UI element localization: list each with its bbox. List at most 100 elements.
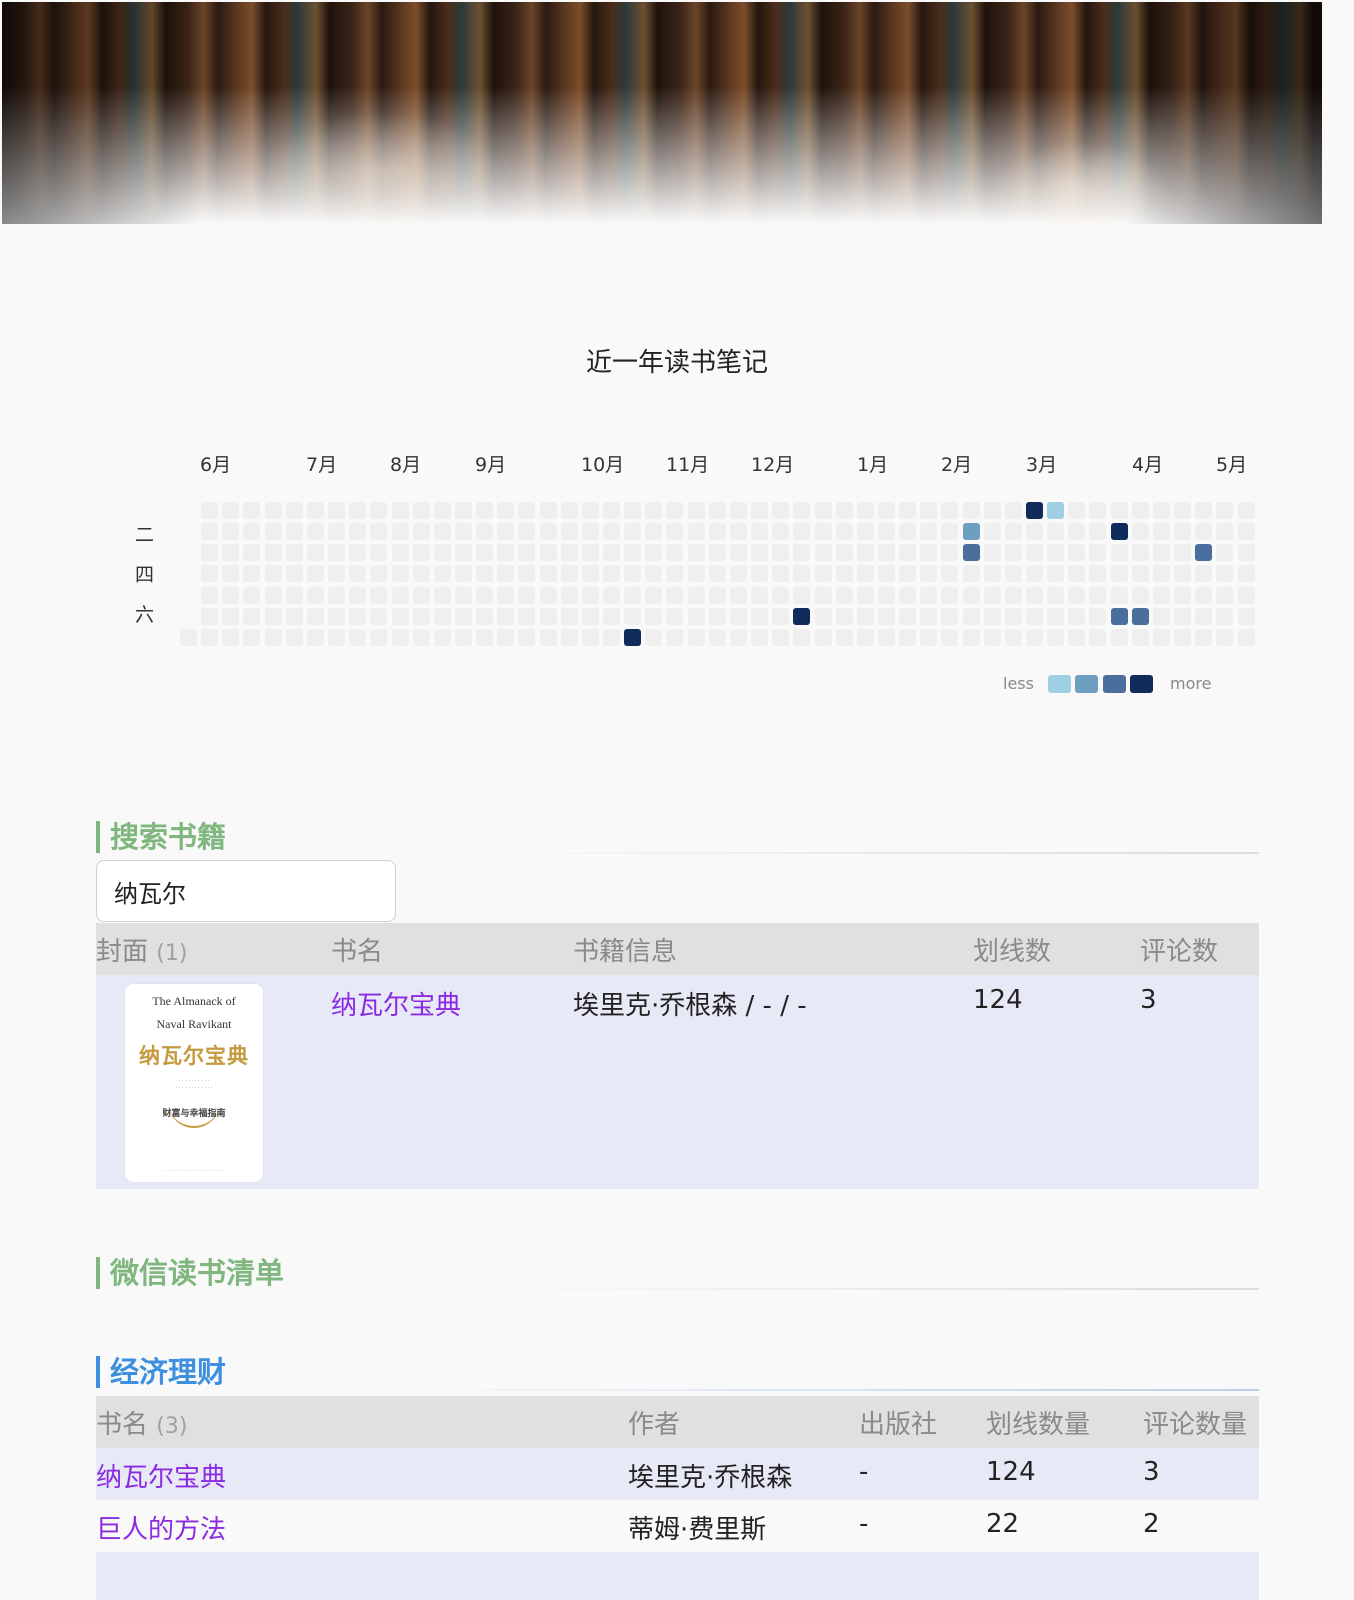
heatmap-cell [328,502,345,519]
heatmap-cell [666,544,683,561]
heatmap-cell [1068,544,1085,561]
heatmap-cell [666,587,683,604]
heatmap-cell [793,565,810,582]
heatmap-cell [624,587,641,604]
heatmap-cell [476,565,493,582]
book-publisher: - [859,1457,869,1487]
heatmap-cell [349,587,366,604]
heatmap-cell [963,629,980,646]
heatmap-cell [857,629,874,646]
cover-small-print: · · · · · · · · · · · · · · · · · · · · ·… [175,1078,213,1091]
heatmap-cell [582,523,599,540]
heatmap-cell [941,544,958,561]
heatmap-cell-active [963,544,980,561]
heatmap-cell [878,523,895,540]
month-label: 8月 [390,454,422,476]
heatmap-cell [540,544,557,561]
heatmap-cell [836,523,853,540]
heatmap-cell [518,523,535,540]
heatmap-cell [1216,502,1233,519]
heatmap-cell [1153,629,1170,646]
heatmap-cell [624,523,641,540]
section-divider [500,1288,1259,1290]
book-cover[interactable]: The Almanack of Naval Ravikant 纳瓦尔宝典 · ·… [125,984,263,1182]
weekday-label: 二 [135,524,155,546]
heatmap-cell [857,544,874,561]
search-input[interactable] [96,860,396,922]
heatmap-cell [328,544,345,561]
heatmap-cell [666,629,683,646]
heatmap-cell [730,629,747,646]
heatmap-cell-active [1047,502,1064,519]
cover-footer: · · · · · · · · · · · · · · · · · · · [164,1168,224,1174]
banner-overlay [2,2,1322,224]
heatmap-cell-active [963,523,980,540]
heatmap-cell [730,587,747,604]
book-title-link[interactable]: 巨人的方法 [96,1515,227,1545]
heatmap-cell [688,587,705,604]
cover-sun-arc [168,1100,220,1128]
heatmap-cell-active [793,608,810,625]
heatmap-cell [688,502,705,519]
heatmap-cell [1026,523,1043,540]
heatmap-cell [1195,629,1212,646]
heatmap-cell [1195,565,1212,582]
book-title-link[interactable]: 纳瓦尔宝典 [96,1463,227,1493]
heatmap-cell [815,544,832,561]
heatmap-cell [265,587,282,604]
heatmap-cell [920,544,937,561]
heatmap-cell-active [624,629,641,646]
heatmap-cell [772,502,789,519]
heatmap-cell [899,629,916,646]
heatmap-cell [561,565,578,582]
section-divider [470,852,1259,854]
heatmap-cell [201,502,218,519]
heatmap-cell [857,565,874,582]
heatmap-cell [582,544,599,561]
heatmap-cell [1068,608,1085,625]
legend-swatch [1130,675,1153,693]
heatmap-cell [413,565,430,582]
heatmap-cell [392,565,409,582]
heatmap-cell [920,587,937,604]
heatmap-cell [455,502,472,519]
table-row-partial [96,1552,1259,1600]
search-results-header: 封面 (1) 书名 书籍信息 划线数 评论数 [96,923,1259,975]
heatmap-cell [413,587,430,604]
heatmap-cell [772,629,789,646]
heatmap-cell [413,608,430,625]
heatmap-cell [349,629,366,646]
heatmap-cell [772,523,789,540]
cover-en-top: The Almanack of [152,994,236,1008]
heatmap-cell [455,565,472,582]
search-result-info: 埃里克·乔根森 / - / - [573,991,807,1021]
heatmap-cell [730,523,747,540]
heatmap-cell [793,587,810,604]
heatmap-cell [645,523,662,540]
heatmap-cell [751,565,768,582]
heatmap-cell [265,608,282,625]
heatmap-cell [434,565,451,582]
heatmap-cell [243,523,260,540]
heatmap-cell [1005,502,1022,519]
heatmap-cell [1238,523,1255,540]
heatmap-cell [878,608,895,625]
heatmap-cell [201,608,218,625]
heatmap-cell [455,544,472,561]
heatmap-cell [645,502,662,519]
heatmap-cell [434,587,451,604]
heatmap-cell [540,523,557,540]
heatmap-cell [709,608,726,625]
wechat-list-title: 微信读书清单 [96,1257,284,1289]
heatmap-cell [476,523,493,540]
heatmap-cell [518,544,535,561]
cover-tagline: 财富与幸福指南 [162,1109,226,1119]
column-header-comments: 评论数量 [1143,1410,1248,1440]
heatmap-cell [392,587,409,604]
table-row: 纳瓦尔宝典 埃里克·乔根森 - 124 3 [96,1448,1259,1500]
search-result-book-link[interactable]: 纳瓦尔宝典 [331,991,462,1021]
heatmap-cell [286,629,303,646]
heatmap-cell [963,565,980,582]
heatmap-cell [878,587,895,604]
column-header-publisher: 出版社 [859,1410,938,1440]
